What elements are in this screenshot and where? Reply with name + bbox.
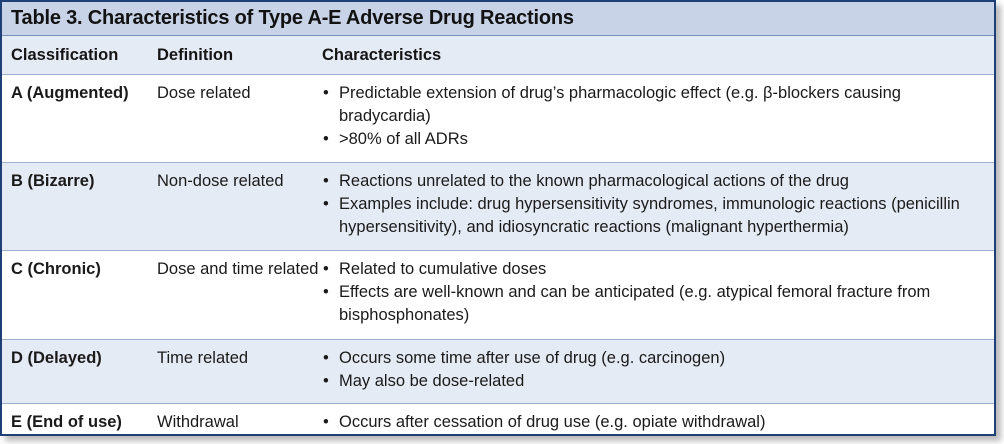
table-row: D (Delayed) Time related Occurs some tim… bbox=[2, 339, 994, 403]
characteristics-list: Predictable extension of drug’s pharmaco… bbox=[322, 82, 972, 151]
header-classification: Classification bbox=[11, 46, 119, 64]
characteristics-list: Occurs some time after use of drug (e.g.… bbox=[322, 347, 972, 393]
table-header-row: Classification Definition Characteristic… bbox=[2, 36, 994, 74]
list-item: Effects are well-known and can be antici… bbox=[322, 281, 972, 327]
table-row: C (Chronic) Dose and time related Relate… bbox=[2, 250, 994, 339]
definition-cell: Withdrawal bbox=[157, 413, 239, 431]
classification-cell: A (Augmented) bbox=[11, 84, 129, 102]
characteristics-list: Related to cumulative doses Effects are … bbox=[322, 258, 972, 327]
characteristics-cell: Reactions unrelated to the known pharmac… bbox=[322, 170, 972, 239]
list-item: Occurs some time after use of drug (e.g.… bbox=[322, 347, 972, 370]
characteristics-cell: Predictable extension of drug’s pharmaco… bbox=[322, 82, 972, 151]
header-definition: Definition bbox=[157, 46, 234, 64]
table-frame: Table 3. Characteristics of Type A-E Adv… bbox=[0, 0, 996, 436]
list-item: Reactions unrelated to the known pharmac… bbox=[322, 170, 972, 193]
list-item: Occurs after cessation of drug use (e.g.… bbox=[322, 411, 972, 434]
characteristics-list: Occurs after cessation of drug use (e.g.… bbox=[322, 411, 972, 434]
definition-cell: Dose related bbox=[157, 84, 251, 102]
characteristics-list: Reactions unrelated to the known pharmac… bbox=[322, 170, 972, 239]
list-item: Predictable extension of drug’s pharmaco… bbox=[322, 82, 972, 128]
definition-cell: Dose and time related bbox=[157, 260, 319, 278]
classification-cell: B (Bizarre) bbox=[11, 172, 95, 190]
table-title: Table 3. Characteristics of Type A-E Adv… bbox=[2, 2, 994, 36]
table-row: E (End of use) Withdrawal Occurs after c… bbox=[2, 403, 994, 434]
list-item: Examples include: drug hypersensitivity … bbox=[322, 193, 972, 239]
classification-cell: C (Chronic) bbox=[11, 260, 101, 278]
table-row: A (Augmented) Dose related Predictable e… bbox=[2, 74, 994, 162]
list-item: Related to cumulative doses bbox=[322, 258, 972, 281]
classification-cell: E (End of use) bbox=[11, 413, 122, 431]
header-characteristics: Characteristics bbox=[322, 46, 442, 64]
definition-cell: Time related bbox=[157, 349, 249, 367]
table-row: B (Bizarre) Non-dose related Reactions u… bbox=[2, 162, 994, 250]
characteristics-cell: Occurs some time after use of drug (e.g.… bbox=[322, 347, 972, 393]
list-item: >80% of all ADRs bbox=[322, 128, 972, 151]
definition-cell: Non-dose related bbox=[157, 172, 284, 190]
list-item: May also be dose-related bbox=[322, 370, 972, 393]
characteristics-cell: Occurs after cessation of drug use (e.g.… bbox=[322, 411, 972, 434]
classification-cell: D (Delayed) bbox=[11, 349, 102, 367]
characteristics-cell: Related to cumulative doses Effects are … bbox=[322, 258, 972, 327]
